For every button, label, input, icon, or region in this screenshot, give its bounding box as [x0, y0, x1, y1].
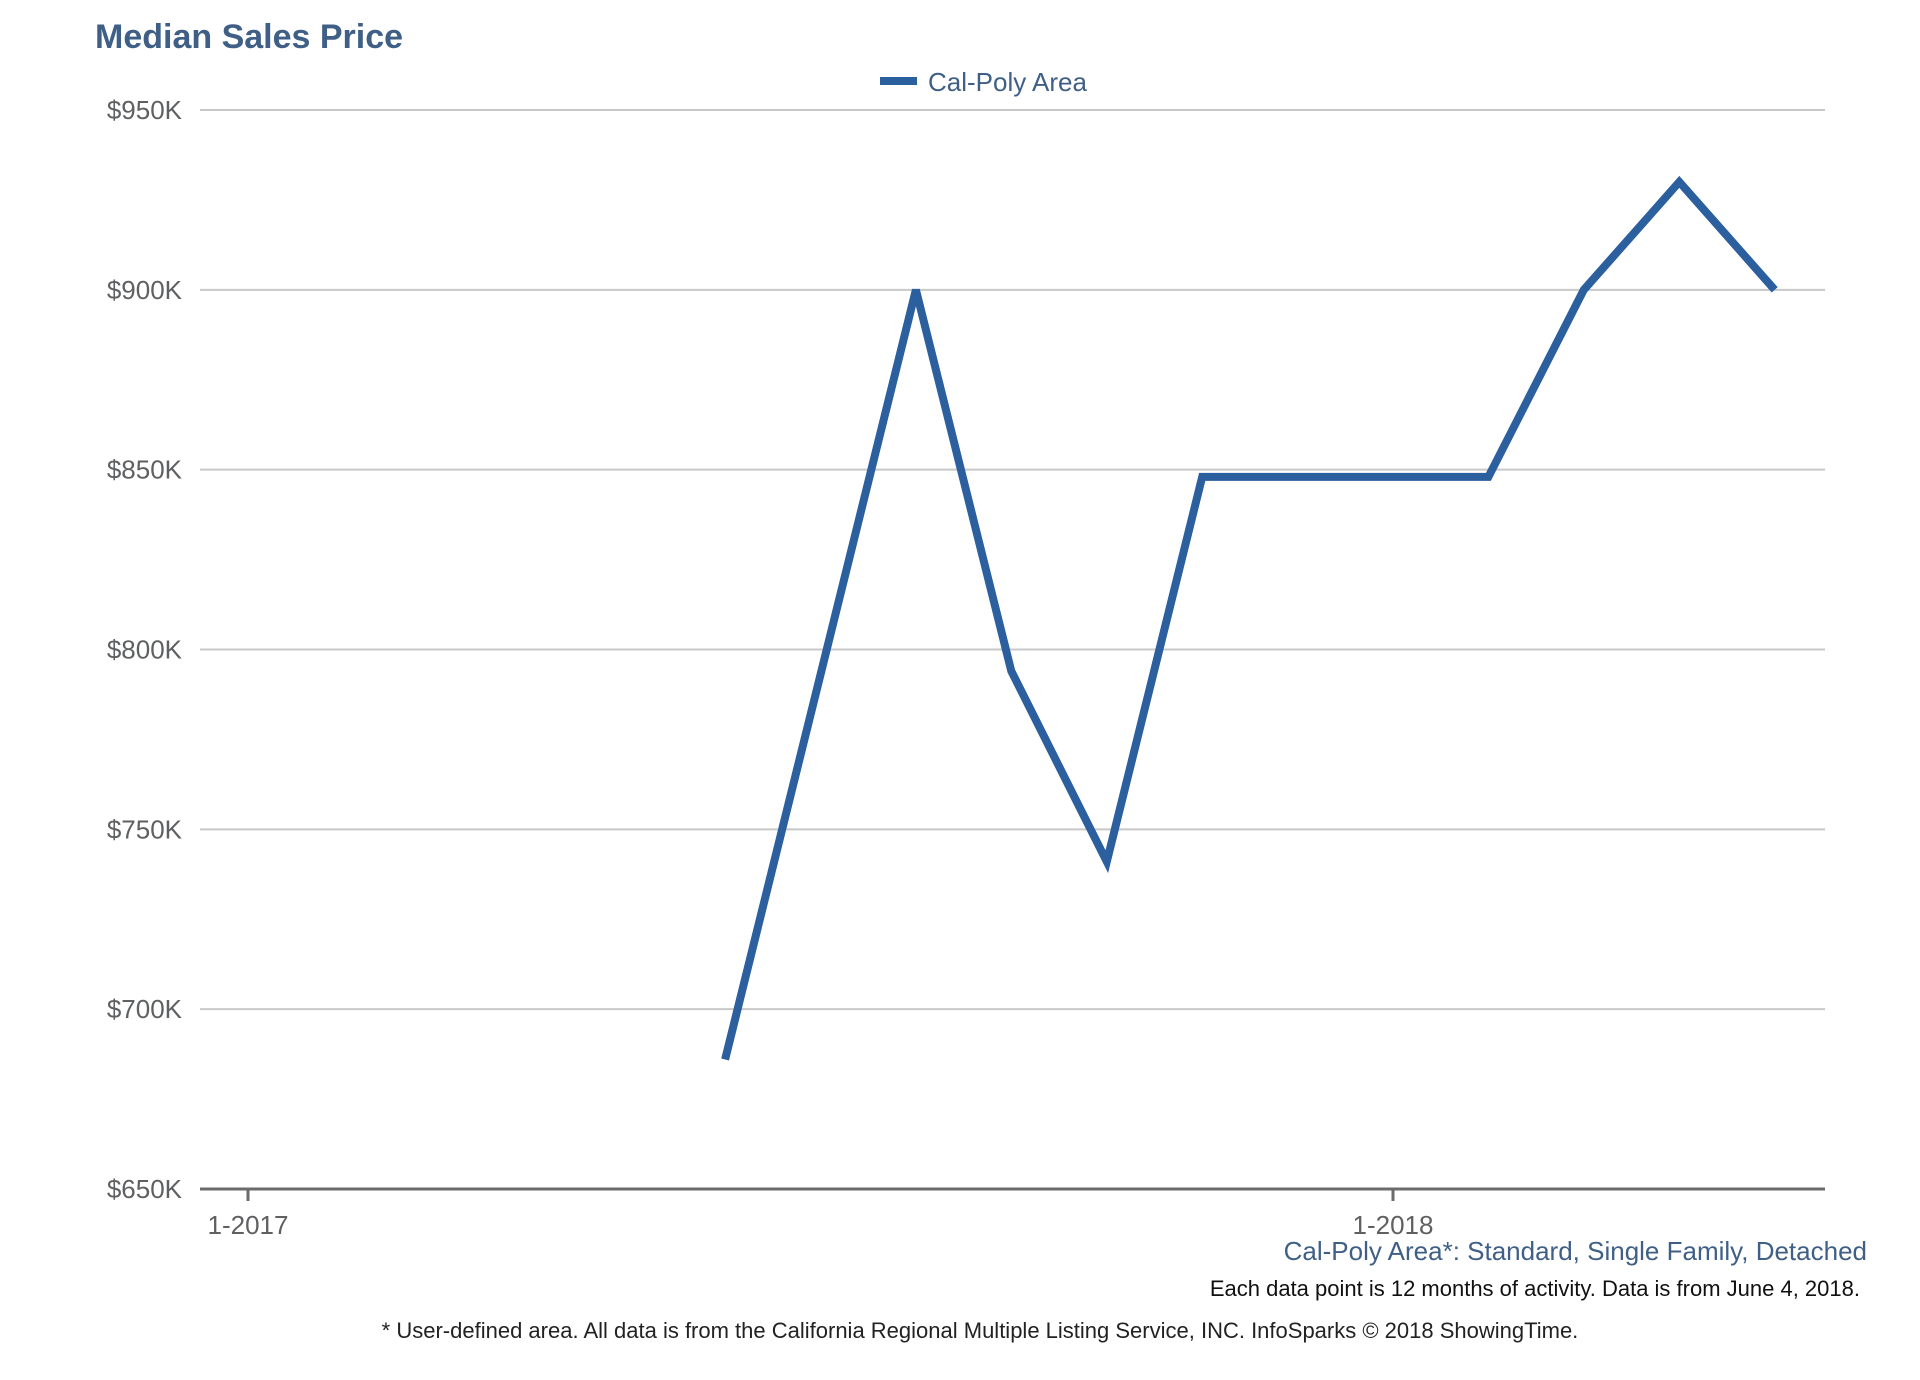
legend: Cal-Poly Area: [880, 67, 1087, 97]
legend-label: Cal-Poly Area: [928, 67, 1087, 97]
y-tick-label: $800K: [107, 635, 183, 665]
gridlines: [200, 109, 1825, 1011]
chart-title: Median Sales Price: [95, 18, 404, 56]
y-tick-label: $950K: [107, 95, 183, 125]
legend-swatch: [880, 77, 917, 85]
series-line-cal-poly-area: [721, 175, 1778, 1061]
series-layer: [721, 175, 1778, 1061]
y-axis-ticks: $650K $700K $750K $800K $850K $900K $950K: [107, 95, 183, 1204]
source-note: * User-defined area. All data is from th…: [381, 1318, 1579, 1343]
series-description-note: Cal-Poly Area*: Standard, Single Family,…: [1283, 1236, 1867, 1266]
y-tick-label: $700K: [107, 994, 183, 1024]
y-tick-label: $900K: [107, 275, 183, 305]
x-axis-ticks: 1-2017 1-2018: [208, 1189, 1434, 1240]
y-tick-label: $650K: [107, 1174, 183, 1204]
x-tick-label: 1-2017: [208, 1210, 289, 1240]
y-tick-label: $750K: [107, 814, 183, 844]
activity-note: Each data point is 12 months of activity…: [1209, 1276, 1860, 1301]
x-tick-label: 1-2018: [1353, 1210, 1434, 1240]
y-tick-label: $850K: [107, 455, 183, 485]
